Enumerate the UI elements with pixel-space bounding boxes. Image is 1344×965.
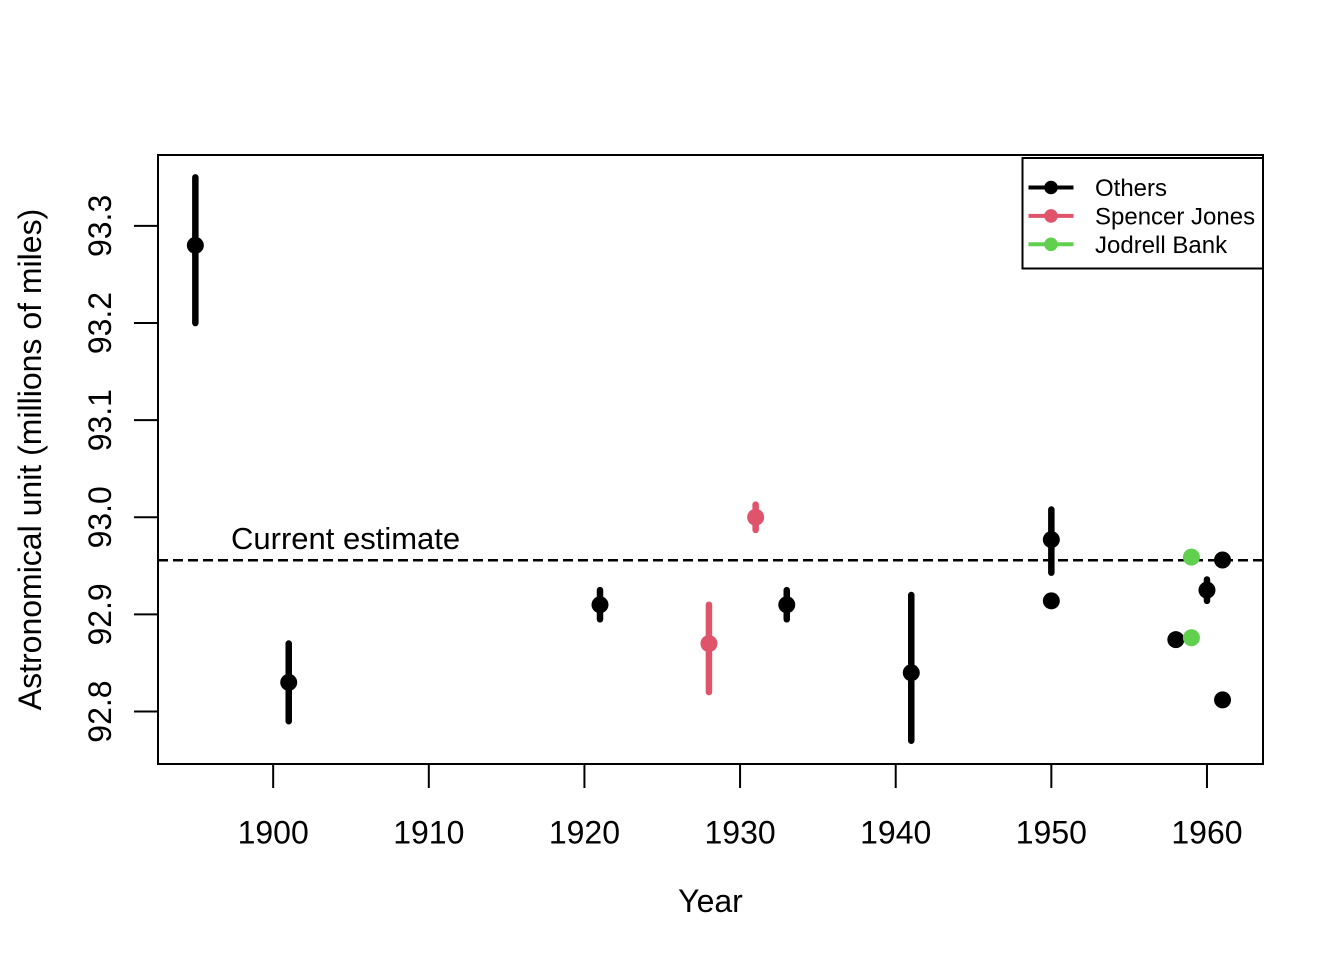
y-axis-title: Astronomical unit (millions of miles): [12, 209, 48, 710]
legend-label: Spencer Jones: [1095, 203, 1255, 230]
data-point: [280, 673, 298, 691]
y-tick-label: 93.3: [82, 195, 118, 257]
chart-generated-layer: 1900 1910 1920 1930 1940 1950 1960 92.8 92.9 93.0…: [82, 154, 1264, 851]
data-point: [1214, 551, 1232, 569]
x-tick-label: 1900: [238, 815, 309, 851]
x-tick-label: 1910: [393, 815, 464, 851]
x-tick-label: 1930: [704, 815, 775, 851]
y-tick-label: 92.8: [82, 680, 118, 742]
data-point: [1042, 531, 1060, 549]
data-point: [778, 596, 796, 614]
reference-line-label: Current estimate: [231, 521, 460, 556]
legend-dot: [1044, 209, 1058, 223]
data-point: [700, 635, 718, 653]
data-point: [186, 236, 204, 254]
data-point: [591, 596, 609, 614]
data-point: [1198, 581, 1216, 599]
data-point: [902, 664, 920, 682]
x-tick-label: 1950: [1016, 815, 1087, 851]
x-tick-label: 1920: [549, 815, 620, 851]
legend-label: Others: [1095, 175, 1167, 202]
legend-label: Jodrell Bank: [1095, 232, 1228, 259]
x-tick-label: 1960: [1171, 815, 1242, 851]
y-tick-label: 93.2: [82, 292, 118, 354]
data-point: [1167, 631, 1185, 649]
data-point: [747, 508, 765, 526]
data-point: [1042, 592, 1060, 610]
y-tick-label: 92.9: [82, 583, 118, 645]
legend-dot: [1044, 180, 1058, 195]
legend-dot: [1044, 237, 1058, 252]
plot-frame: [157, 154, 1264, 765]
y-tick-label: 93.0: [82, 486, 118, 548]
legend-box: [1021, 157, 1264, 270]
x-axis-title: Year: [678, 883, 743, 919]
y-tick-label: 93.1: [82, 389, 118, 451]
data-point: [1214, 691, 1232, 709]
x-tick-label: 1940: [860, 815, 931, 851]
data-point: [1182, 629, 1200, 647]
data-point: [1182, 548, 1200, 566]
